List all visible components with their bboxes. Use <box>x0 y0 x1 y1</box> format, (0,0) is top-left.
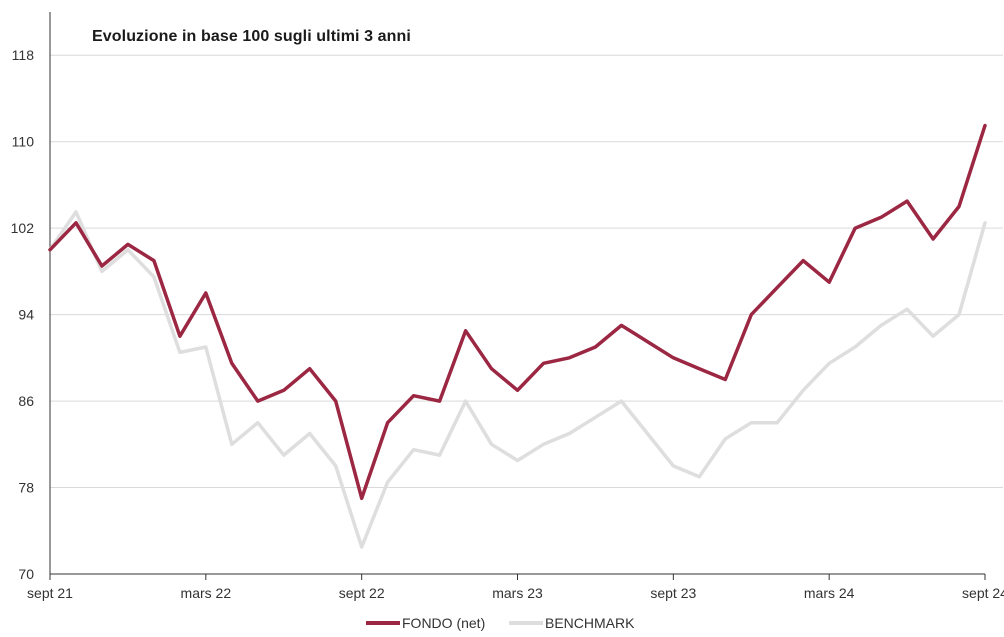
series-line-fondo <box>48 123 987 501</box>
x-tick-label: sept 23 <box>650 585 696 601</box>
x-tick-label: mars 24 <box>804 585 855 601</box>
y-tick-label: 86 <box>18 393 34 409</box>
legend-label-fondo: FONDO (net) <box>402 615 485 631</box>
x-tick-label: sept 24 <box>962 585 1004 601</box>
x-tick-label: sept 22 <box>339 585 385 601</box>
y-tick-label: 94 <box>18 307 34 323</box>
legend: FONDO (net) BENCHMARK <box>366 615 635 631</box>
legend-label-benchmark: BENCHMARK <box>545 615 635 631</box>
chart-title: Evoluzione in base 100 sugli ultimi 3 an… <box>92 28 411 45</box>
y-tick-label: 110 <box>12 134 35 150</box>
x-tick-label: sept 21 <box>27 585 73 601</box>
y-tick-label: 78 <box>18 480 34 496</box>
y-tick-label: 118 <box>12 47 35 63</box>
y-tick-label: 102 <box>11 220 35 236</box>
y-tick-label: 70 <box>18 566 34 582</box>
x-tick-label: mars 23 <box>492 585 543 601</box>
x-tick-label: mars 22 <box>181 585 232 601</box>
series-line-benchmark <box>48 210 987 549</box>
